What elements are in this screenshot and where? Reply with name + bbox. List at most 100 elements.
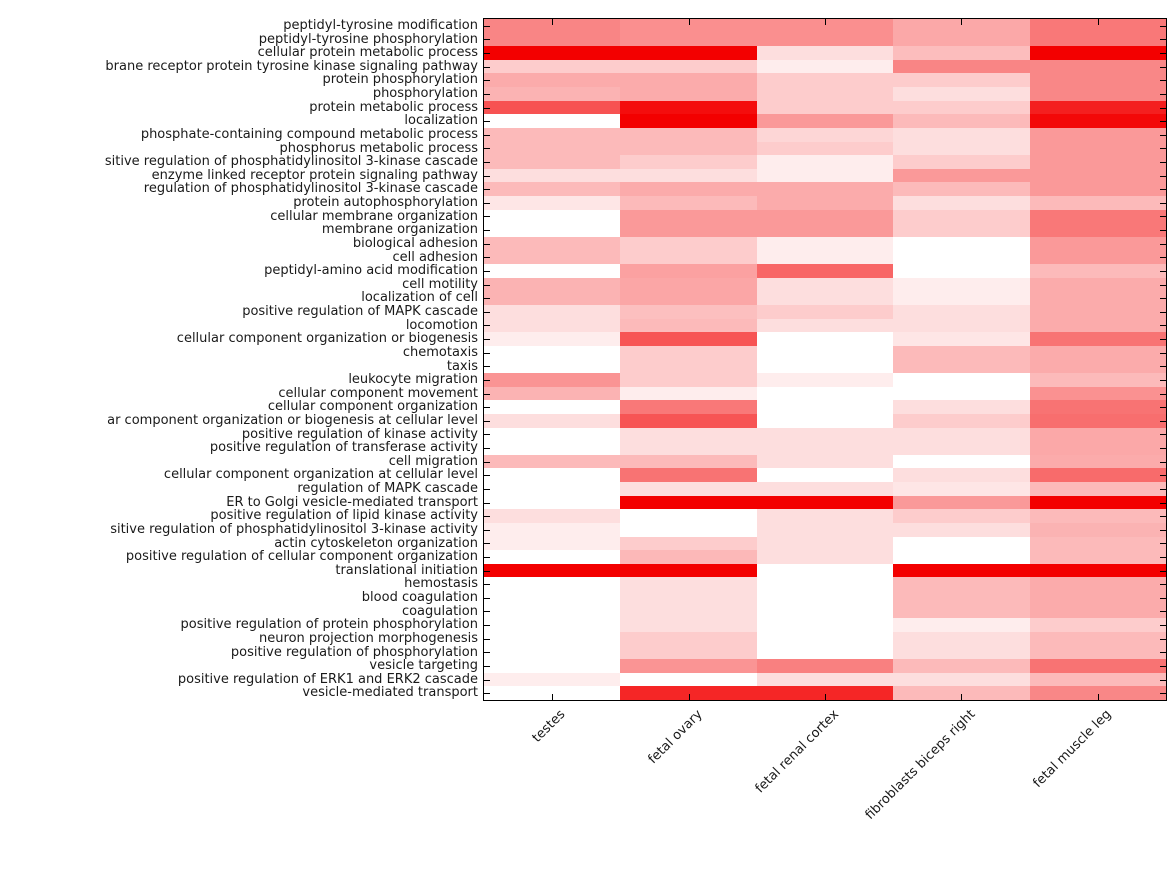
heatmap-cell (1029, 46, 1166, 60)
heatmap-cell (484, 563, 621, 578)
y-axis-tick (484, 407, 490, 409)
heatmap-cell (893, 277, 1030, 292)
heatmap-cell (893, 672, 1030, 687)
heatmap-cell (1029, 359, 1166, 374)
heatmap-cell (1029, 672, 1166, 687)
y-axis-tick (1160, 298, 1166, 300)
y-axis-tick (484, 39, 490, 41)
heatmap-cell (1029, 305, 1166, 319)
heatmap-cell (620, 332, 757, 346)
heatmap-cell (484, 264, 621, 278)
heatmap-cell (893, 19, 1030, 33)
x-axis-tick (825, 19, 826, 25)
heatmap-cell (756, 386, 894, 401)
heatmap-cell (484, 645, 621, 660)
heatmap-cell (893, 291, 1030, 306)
heatmap-cell (620, 400, 757, 414)
y-axis-tick (484, 230, 490, 232)
heatmap-cell (1029, 318, 1166, 333)
heatmap-cell (756, 618, 894, 632)
heatmap-cell (1029, 577, 1166, 592)
heatmap-cell (484, 196, 621, 210)
y-axis-tick (1160, 39, 1166, 41)
y-axis-tick (484, 516, 490, 518)
heatmap-cell (756, 236, 894, 251)
heatmap-cell (1029, 550, 1166, 564)
heatmap-cell (756, 672, 894, 687)
y-axis-tick (1160, 543, 1166, 545)
heatmap-cell (756, 127, 894, 142)
y-axis-tick (1160, 311, 1166, 313)
heatmap-cell (756, 550, 894, 564)
y-axis-tick-label: positive regulation of lipid kinase acti… (210, 508, 478, 524)
heatmap-cell (484, 359, 621, 374)
y-axis-tick (484, 379, 490, 381)
y-axis-tick-label: phosphorylation (372, 86, 478, 102)
heatmap-cell (620, 305, 757, 319)
y-axis-tick-label: cellular component organization at cellu… (163, 467, 478, 483)
heatmap-cell (484, 509, 621, 523)
y-axis-tick (484, 25, 490, 27)
x-axis-tick (688, 694, 690, 700)
heatmap-cell (1029, 631, 1166, 646)
heatmap-cell (620, 686, 757, 700)
y-axis-tick-label: sitive regulation of phosphatidylinosito… (104, 154, 478, 170)
heatmap-cell (620, 168, 757, 183)
heatmap-cell (756, 522, 894, 537)
heatmap-cell (1029, 19, 1166, 33)
heatmap-cell (893, 618, 1030, 632)
heatmap-cell (1029, 59, 1166, 74)
heatmap-cell (1029, 563, 1166, 578)
heatmap-cell (484, 332, 621, 346)
heatmap-cell (620, 264, 757, 278)
heatmap-cell (893, 577, 1030, 592)
y-axis-tick-label: peptidyl-amino acid modification (264, 263, 478, 279)
heatmap-cell (1029, 73, 1166, 88)
heatmap-cell (484, 618, 621, 632)
heatmap-cell (1029, 686, 1166, 700)
heatmap-cell (620, 645, 757, 660)
y-axis-tick-label: positive regulation of transferase activ… (209, 440, 478, 456)
y-axis-tick (484, 679, 490, 681)
heatmap-cell (756, 631, 894, 646)
y-axis-tick (1160, 270, 1166, 272)
x-axis-tick (961, 19, 963, 25)
heatmap-cell (1029, 618, 1166, 632)
heatmap-cell (893, 591, 1030, 605)
y-axis-tick (484, 393, 490, 395)
heatmap-cell (484, 577, 621, 592)
y-axis-tick (484, 66, 490, 68)
heatmap-cell (1029, 482, 1166, 496)
heatmap-cell (484, 46, 621, 60)
heatmap-cell (484, 168, 621, 183)
heatmap-cell (756, 645, 894, 660)
heatmap-cell (620, 59, 757, 74)
y-axis-tick (484, 202, 490, 204)
heatmap-cell (1029, 536, 1166, 551)
heatmap-cell (756, 427, 894, 442)
y-axis-tick (1160, 420, 1166, 422)
y-axis-tick-label: phosphate-containing compound metabolic … (140, 126, 478, 142)
heatmap-cell (484, 659, 621, 673)
heatmap-cell (484, 32, 621, 47)
heatmap-cell (620, 441, 757, 455)
heatmap-cell (620, 87, 757, 101)
x-axis-tick (552, 694, 554, 700)
y-axis-tick-label: ar component organization or biogenesis … (107, 412, 478, 428)
y-axis-tick (484, 556, 490, 558)
heatmap-cell (893, 604, 1030, 619)
heatmap-cell (756, 182, 894, 197)
heatmap-cell (620, 46, 757, 60)
heatmap-cell (893, 305, 1030, 319)
heatmap-cell (756, 155, 894, 169)
y-axis-tick-label: peptidyl-tyrosine modification (283, 18, 478, 33)
heatmap-cell (620, 19, 757, 33)
y-axis-tick-label: translational initiation (335, 562, 478, 578)
y-axis-tick (1160, 516, 1166, 518)
y-axis-tick-label: regulation of phosphatidylinositol 3-kin… (143, 181, 478, 197)
y-axis-tick (1160, 488, 1166, 490)
heatmap-cell (893, 250, 1030, 265)
heatmap-cell (1029, 413, 1166, 428)
heatmap-cell (620, 495, 757, 510)
x-axis-tick-label: fetal muscle leg (1030, 707, 1115, 792)
